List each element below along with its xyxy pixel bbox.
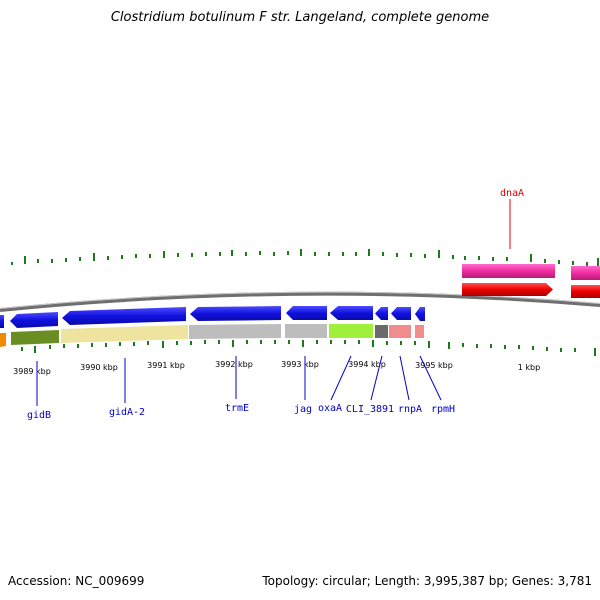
gene-label-dnaA[interactable]: dnaA bbox=[500, 188, 524, 199]
jag-arrow[interactable] bbox=[286, 306, 327, 320]
category-block-olive bbox=[11, 330, 59, 345]
gidA-2-arrow[interactable] bbox=[62, 307, 186, 325]
scale-labels: 3989 kbp 3990 kbp 3991 kbp 3992 kbp 3993… bbox=[13, 360, 540, 376]
gene-label-jag[interactable]: jag bbox=[294, 404, 312, 415]
gene-label-CLI_3891[interactable]: CLI_3891 bbox=[346, 404, 394, 415]
scale-label: 1 kbp bbox=[518, 363, 540, 372]
map-title: Clostridium botulinum F str. Langeland, … bbox=[110, 10, 490, 25]
gene-label-gidB[interactable]: gidB bbox=[27, 410, 51, 421]
category-block-salmon bbox=[389, 325, 411, 338]
forward-category-block-2 bbox=[571, 266, 600, 280]
rnpA-arrow[interactable] bbox=[391, 307, 411, 320]
gene-labels: dnaA gidB gidA-2 trmE jag oxaA CLI_3891 … bbox=[27, 188, 524, 421]
category-block-green bbox=[329, 324, 373, 338]
scale-label: 3995 kbp bbox=[415, 361, 453, 370]
outer-tick-row bbox=[11, 249, 599, 266]
category-block-orange bbox=[0, 333, 6, 347]
dnaA-next-arrow[interactable] bbox=[571, 285, 600, 298]
gene-label-oxaA[interactable]: oxaA bbox=[318, 403, 342, 414]
scale-label: 3994 kbp bbox=[348, 360, 386, 369]
gidB-arrow[interactable] bbox=[10, 312, 58, 328]
scale-label: 3991 kbp bbox=[147, 361, 185, 370]
gene-leader-lines bbox=[36, 199, 511, 406]
category-block-dark bbox=[375, 325, 388, 338]
CLI_3891-arrow[interactable] bbox=[375, 307, 388, 320]
category-block-salmon-2 bbox=[415, 325, 424, 338]
inner-tick-row bbox=[21, 340, 596, 356]
gene-label-trmE[interactable]: trmE bbox=[225, 403, 249, 414]
gene-label-rnpA[interactable]: rnpA bbox=[398, 404, 422, 415]
gene-label-rpmH[interactable]: rpmH bbox=[431, 404, 455, 415]
category-block-gray-2 bbox=[285, 324, 327, 338]
genome-summary-label: Topology: circular; Length: 3,995,387 bp… bbox=[262, 574, 592, 588]
oxaA-arrow[interactable] bbox=[330, 306, 373, 320]
scale-label: 3993 kbp bbox=[281, 360, 319, 369]
gene-label-gidA-2[interactable]: gidA-2 bbox=[109, 407, 145, 418]
rpmH-arrow[interactable] bbox=[415, 307, 425, 321]
category-block-khaki bbox=[61, 325, 188, 343]
category-block-gray-1 bbox=[189, 324, 281, 339]
backbone bbox=[0, 291, 600, 312]
accession-label: Accession: NC_009699 bbox=[8, 574, 145, 588]
scale-label: 3990 kbp bbox=[80, 363, 118, 372]
dnaA-arrow[interactable] bbox=[462, 283, 553, 296]
scale-label: 3989 kbp bbox=[13, 367, 51, 376]
forward-category-block bbox=[462, 264, 555, 278]
gene-arrow-left-edge[interactable] bbox=[0, 315, 4, 328]
trmE-arrow[interactable] bbox=[190, 306, 281, 321]
reverse-category-blocks bbox=[0, 324, 424, 347]
reverse-gene-arrows bbox=[0, 306, 425, 328]
scale-label: 3992 kbp bbox=[215, 360, 253, 369]
forward-features bbox=[462, 264, 600, 298]
